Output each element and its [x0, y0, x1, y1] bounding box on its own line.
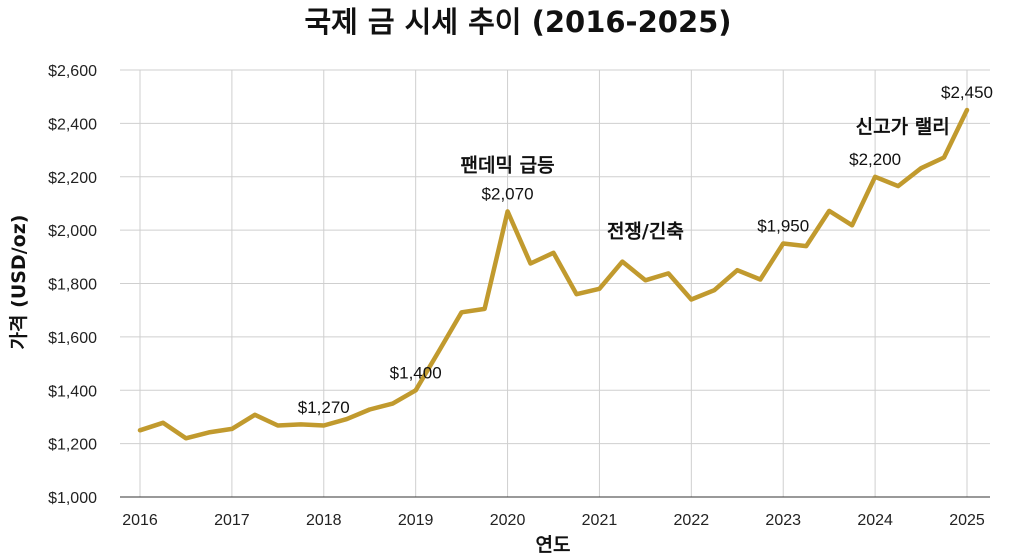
y-gridlines — [120, 69, 990, 498]
y-tick-label: $1,200 — [48, 437, 97, 454]
x-axis-title: 연도 — [536, 534, 571, 556]
annotation-label: 팬데믹 급등 — [461, 154, 555, 176]
x-tick-label: 2022 — [674, 512, 710, 529]
x-tick-label: 2016 — [122, 512, 158, 529]
y-tick-label: $1,000 — [48, 490, 97, 507]
data-label: $1,270 — [298, 398, 350, 417]
chart-title: 국제 금 시세 추이 (2016-2025) — [304, 5, 731, 39]
y-tick-label: $2,000 — [48, 223, 97, 240]
y-tick-label: $1,400 — [48, 383, 97, 400]
y-tick-label: $1,600 — [48, 330, 97, 347]
data-label: $2,200 — [849, 150, 901, 169]
data-labels: $1,270 $1,400 $2,070 $1,950 $2,200 $2,450 — [298, 83, 993, 417]
x-tick-label: 2021 — [582, 512, 618, 529]
series-line-gold-price — [137, 107, 970, 441]
y-tick-label: $1,800 — [48, 277, 97, 294]
y-tick-label: $2,200 — [48, 170, 97, 187]
x-gridlines — [139, 70, 968, 497]
x-tick-label: 2020 — [490, 512, 526, 529]
x-tick-label: 2023 — [765, 512, 801, 529]
y-axis-title: 가격 (USD/oz) — [8, 215, 30, 350]
annotation-label: 전쟁/긴축 — [607, 221, 684, 243]
x-tick-label: 2018 — [306, 512, 342, 529]
x-tick-label: 2024 — [857, 512, 893, 529]
data-label: $2,450 — [941, 83, 993, 102]
x-tick-labels: 2016 2017 2018 2019 2020 2021 2022 2023 2024 2025 — [122, 512, 985, 529]
x-tick-label: 2025 — [949, 512, 985, 529]
x-tick-label: 2017 — [214, 512, 250, 529]
y-tick-label: $2,600 — [48, 63, 97, 80]
y-tick-label: $2,400 — [48, 116, 97, 133]
y-tick-labels: $1,000 $1,200 $1,400 $1,600 $1,800 $2,000 $2,2… — [48, 63, 97, 507]
data-label: $2,070 — [482, 184, 534, 203]
data-label: $1,950 — [757, 216, 809, 235]
data-label: $1,400 — [390, 363, 442, 382]
x-tick-label: 2019 — [398, 512, 434, 529]
annotation-label: 신고가 랠리 — [856, 116, 950, 138]
